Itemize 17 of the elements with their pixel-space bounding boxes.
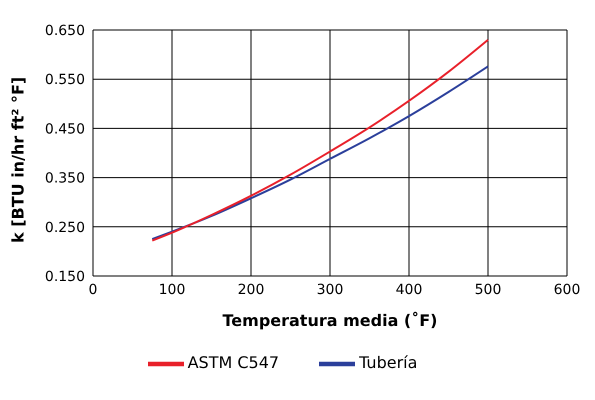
x-axis-title: Temperatura media (˚F)	[222, 311, 438, 330]
x-tick-label: 0	[88, 282, 98, 298]
y-tick-label: 0.150	[44, 268, 85, 285]
x-tick-label: 600	[554, 282, 580, 298]
x-tick-label: 300	[316, 282, 344, 298]
y-axis-title: k [BTU in/hr ft² °F]	[8, 76, 28, 243]
legend-label: ASTM C547	[188, 353, 280, 372]
x-tick-label: 400	[396, 282, 422, 298]
x-tick-label: 100	[158, 282, 186, 298]
x-tick-label: 500	[474, 282, 502, 298]
y-tick-label: 0.650	[44, 22, 85, 39]
y-tick-label: 0.550	[44, 72, 85, 88]
y-tick-label: 0.350	[44, 170, 85, 187]
y-tick-label: 0.250	[44, 220, 85, 236]
legend-label: Tubería	[359, 353, 418, 372]
x-tick-label: 200	[238, 282, 264, 298]
y-tick-label: 0.450	[44, 121, 85, 138]
